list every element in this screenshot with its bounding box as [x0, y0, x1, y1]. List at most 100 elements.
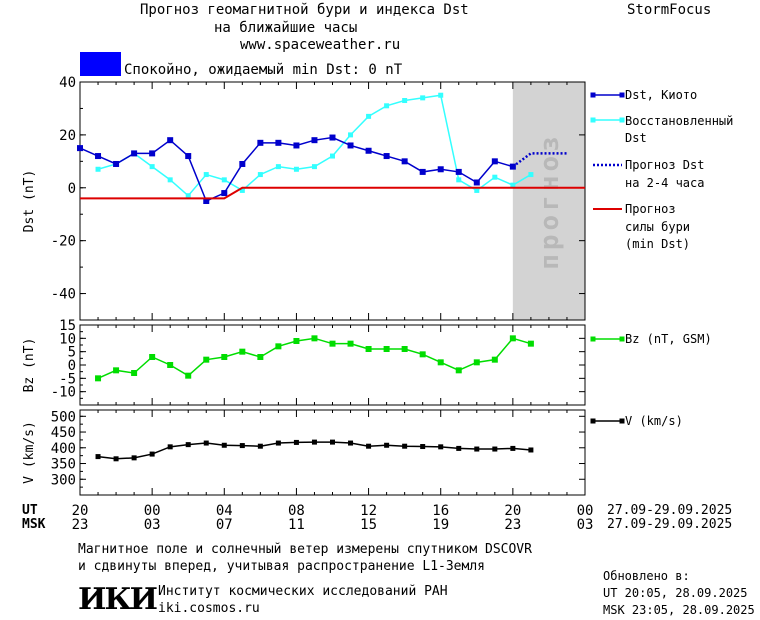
updated-label: Обновлено в: — [603, 569, 690, 583]
v-point — [149, 451, 155, 457]
y-tick-label: 0 — [68, 358, 76, 374]
x-tick-label-msk: 15 — [360, 517, 377, 533]
forecast-band — [512, 82, 585, 320]
msk-axis-label: MSK — [22, 517, 46, 532]
status-text: Спокойно, ожидаемый min Dst: 0 nT — [124, 62, 403, 78]
dst-restored-point — [474, 187, 480, 193]
x-tick-label-ut: 16 — [432, 503, 449, 519]
bz-point — [95, 375, 102, 382]
dst-kyoto-point — [131, 150, 138, 157]
panel-frame-0 — [79, 81, 586, 321]
v-line — [97, 441, 531, 460]
dst-kyoto-point — [473, 179, 480, 186]
bz-point — [509, 335, 516, 342]
bz-point — [221, 354, 228, 360]
dst-restored-point — [203, 172, 209, 178]
dst-kyoto-point — [437, 166, 444, 173]
dst-kyoto-point — [221, 190, 228, 197]
bz-point — [203, 356, 210, 363]
dst-kyoto-point — [203, 198, 210, 204]
legend-swatch-dst-restored-marker — [619, 117, 625, 123]
dst-restored-point — [311, 164, 317, 170]
bz-point — [401, 346, 408, 352]
dst-restored-point — [402, 98, 408, 104]
v-point — [95, 454, 101, 460]
legend-swatch-dst-kyoto-marker — [590, 92, 596, 98]
v-point — [456, 445, 462, 451]
legend-swatch-bz-marker — [619, 336, 625, 342]
dst-restored-point — [275, 164, 281, 170]
dst-restored-point — [293, 166, 299, 172]
bz-point — [491, 356, 498, 363]
dst-kyoto-point — [491, 158, 498, 165]
v-point — [221, 442, 227, 448]
y-tick-label: -20 — [51, 234, 76, 250]
chart-title-line1: Прогноз геомагнитной бури и индекса Dst — [140, 2, 469, 18]
chart-title-line2: на ближайшие часы — [214, 20, 358, 36]
dst-restored-point — [95, 166, 101, 172]
legend-swatch-dst-restored-marker — [590, 117, 596, 123]
measurement-note-line1: Магнитное поле и солнечный ветер измерен… — [78, 542, 532, 557]
dst-restored-point — [438, 92, 444, 98]
legend-dst-restored-line2: Dst — [625, 131, 647, 145]
x-tick-label-msk: 03 — [577, 517, 594, 533]
legend-dst-forecast-line2: на 2-4 часа — [625, 176, 705, 190]
legend-swatch-dst-kyoto-marker — [619, 92, 625, 98]
y-tick-label: 350 — [51, 457, 76, 473]
storm-forecast-line — [80, 186, 585, 200]
dst-restored-point — [384, 103, 390, 109]
y-tick-label: 300 — [51, 472, 76, 488]
v-point — [239, 443, 245, 449]
bz-line — [97, 337, 532, 380]
bz-point — [167, 362, 174, 368]
v-point — [474, 446, 480, 452]
y-tick-label: 450 — [51, 425, 76, 441]
dst-restored-point — [185, 193, 191, 199]
dst-kyoto-point — [311, 137, 318, 144]
x-tick-label-msk: 07 — [216, 517, 233, 533]
v-point — [348, 440, 354, 446]
institute-site[interactable]: iki.cosmos.ru — [158, 601, 260, 616]
iki-logo: ИКИ — [78, 582, 158, 617]
bz-point — [347, 340, 354, 347]
legend-storm-forecast-line2: силы бури — [625, 220, 691, 234]
dst-restored-point — [420, 95, 426, 101]
dst-restored-point — [149, 164, 155, 170]
y-tick-label: 40 — [59, 75, 76, 91]
site-url[interactable]: www.spaceweather.ru — [240, 37, 401, 53]
dst-kyoto-point — [275, 139, 282, 146]
x-tick-label-ut: 04 — [216, 503, 233, 519]
x-tick-label-msk: 11 — [288, 517, 305, 533]
dst-kyoto-point — [149, 150, 156, 157]
x-tick-label-ut: 00 — [577, 503, 594, 519]
legend-swatch-bz-marker — [590, 336, 596, 342]
dst-restored-point — [492, 174, 498, 180]
legend-dst-restored-line1: Восстановленный — [625, 114, 734, 128]
bz-point — [113, 367, 120, 374]
x-tick-label-ut: 20 — [72, 503, 89, 519]
x-tick-label-ut: 12 — [360, 503, 377, 519]
dst-kyoto-point — [329, 134, 336, 141]
bz-point — [311, 335, 318, 342]
bz-point — [419, 351, 426, 358]
dst-kyoto-point — [167, 137, 174, 144]
legend-swatch-v-marker — [590, 418, 596, 424]
y-tick-label: -5 — [59, 371, 76, 387]
legend-swatch-v-marker — [619, 418, 625, 424]
legend-dst-kyoto: Dst, Киото — [625, 88, 698, 102]
dst-kyoto-point — [95, 153, 102, 160]
y-tick-label: 500 — [51, 409, 76, 425]
dst-kyoto-point — [383, 153, 390, 160]
x-tick-label-ut: 20 — [504, 503, 521, 519]
x-tick-label-msk: 23 — [72, 517, 89, 533]
v-point — [203, 440, 209, 446]
dst-kyoto-point — [347, 142, 354, 149]
dst-restored-point — [221, 177, 227, 183]
bz-point — [455, 367, 462, 374]
v-point — [330, 439, 335, 445]
ut-axis-label: UT — [22, 503, 38, 518]
x-tick-label-ut: 08 — [288, 503, 305, 519]
bz-point — [383, 346, 390, 352]
updated-ut: UT 20:05, 28.09.2025 — [603, 586, 748, 600]
